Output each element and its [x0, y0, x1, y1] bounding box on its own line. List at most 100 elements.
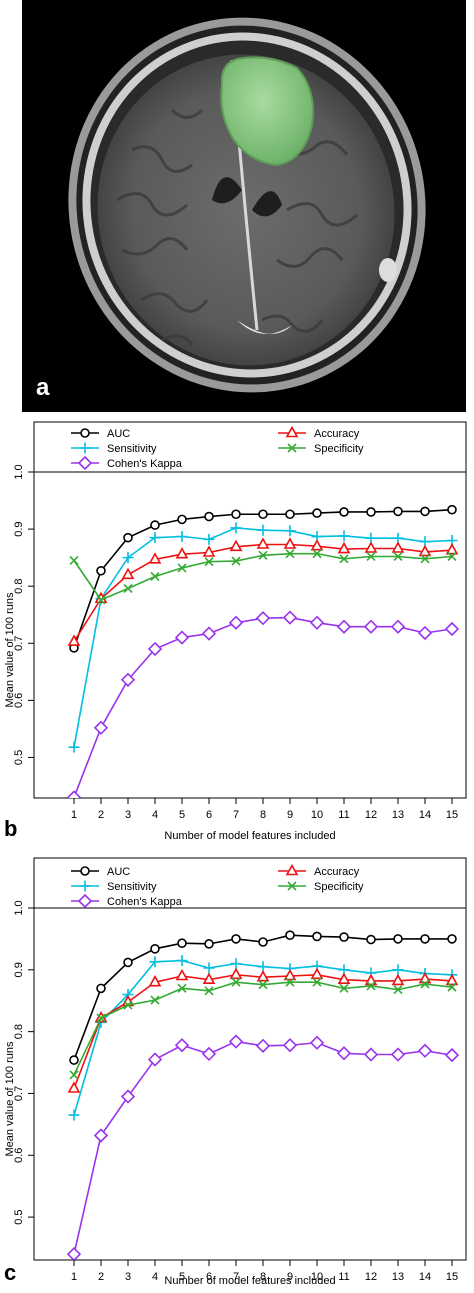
x-tick-label: 5: [179, 809, 185, 821]
data-point: [66, 790, 82, 798]
series-specificity: [69, 977, 457, 1080]
data-point: [148, 975, 162, 987]
legend-entry: Specificity: [278, 881, 364, 893]
data-point: [309, 1035, 325, 1050]
data-point: [283, 968, 297, 981]
data-point: [420, 934, 430, 944]
data-point: [312, 508, 322, 518]
data-point: [255, 611, 271, 626]
data-point: [150, 995, 160, 1005]
data-point: [202, 545, 216, 557]
panel-c-letter: c: [4, 1260, 17, 1285]
legend-entry: Specificity: [278, 443, 364, 455]
legend-label: Specificity: [314, 881, 364, 893]
data-point: [285, 549, 295, 559]
y-axis-label: Mean value of 100 runs: [4, 592, 16, 707]
data-point: [177, 514, 187, 525]
data-point: [230, 958, 242, 970]
data-point: [285, 977, 295, 987]
data-point: [150, 944, 160, 954]
x-tick-label: 10: [311, 1271, 323, 1283]
legend-label: Sensitivity: [107, 881, 157, 893]
x-axis-label: Number of model features included: [164, 830, 335, 842]
data-point: [258, 980, 268, 990]
data-point: [420, 506, 430, 517]
data-point: [123, 532, 133, 543]
legend-marker: [79, 442, 91, 454]
data-point: [339, 507, 349, 517]
y-axis-label: Mean value of 100 runs: [4, 1041, 16, 1156]
data-point: [447, 934, 457, 944]
data-point: [121, 567, 135, 580]
x-tick-label: 6: [206, 809, 212, 821]
y-tick-label: 0.9: [13, 521, 25, 536]
x-tick-label: 9: [287, 1271, 293, 1283]
series-line: [73, 527, 453, 748]
x-tick-label: 8: [260, 809, 266, 821]
data-point: [66, 1247, 82, 1260]
data-point: [147, 641, 163, 657]
x-tick-label: 5: [179, 1271, 185, 1283]
data-point: [174, 1038, 190, 1053]
data-point: [258, 937, 268, 947]
x-tick-label: 14: [419, 1271, 431, 1283]
legend-label: Accuracy: [314, 866, 360, 878]
data-point: [391, 541, 405, 553]
x-tick-label: 15: [446, 809, 458, 821]
data-point: [176, 531, 188, 543]
data-point: [256, 970, 270, 982]
legend-marker: [287, 881, 297, 891]
data-point: [285, 509, 295, 520]
x-tick-label: 12: [365, 1271, 377, 1283]
data-point: [230, 522, 242, 534]
data-point: [366, 507, 376, 517]
series-line: [73, 1040, 453, 1255]
data-point: [366, 934, 376, 945]
legend-entry: Cohen's Kappa: [71, 893, 183, 909]
legend-label: Cohen's Kappa: [107, 458, 183, 470]
legend-label: Cohen's Kappa: [107, 896, 183, 908]
data-point: [96, 595, 106, 605]
legend-label: Sensitivity: [107, 443, 157, 455]
legend-marker: [285, 863, 299, 876]
legend-entry: Sensitivity: [71, 880, 157, 893]
data-point: [69, 1070, 79, 1080]
y-tick-label: 1.0: [13, 900, 25, 915]
x-tick-label: 4: [152, 1271, 158, 1283]
data-point: [312, 977, 322, 987]
data-point: [204, 939, 214, 949]
x-tick-label: 3: [125, 1271, 131, 1283]
legend-entry: Cohen's Kappa: [71, 455, 183, 471]
legend-entry: AUC: [71, 866, 130, 878]
data-point: [420, 979, 430, 989]
data-point: [445, 973, 459, 986]
plot-frame: [33, 421, 467, 799]
data-point: [202, 972, 216, 985]
y-tick-label: 0.9: [13, 962, 25, 977]
legend-marker: [287, 443, 297, 453]
data-point: [417, 1043, 433, 1058]
x-tick-label: 11: [338, 809, 349, 821]
data-point: [96, 1013, 106, 1023]
data-point: [444, 1047, 460, 1063]
legend-label: AUC: [107, 428, 130, 440]
data-point: [447, 982, 457, 992]
series-auc: [69, 930, 457, 1065]
data-point: [68, 741, 80, 753]
data-point: [231, 977, 241, 987]
legend-label: Accuracy: [314, 428, 360, 440]
data-point: [282, 610, 298, 625]
data-point: [229, 539, 243, 552]
data-point: [174, 630, 190, 645]
data-point: [69, 1055, 79, 1065]
data-point: [68, 1109, 80, 1121]
data-point: [149, 956, 161, 968]
legend-marker: [80, 428, 90, 438]
data-point: [177, 938, 187, 949]
data-point: [258, 550, 268, 560]
data-point: [447, 504, 457, 515]
legend-entry: Accuracy: [278, 863, 360, 878]
data-point: [149, 532, 161, 544]
data-point: [445, 543, 459, 555]
x-tick-label: 11: [338, 1271, 349, 1283]
